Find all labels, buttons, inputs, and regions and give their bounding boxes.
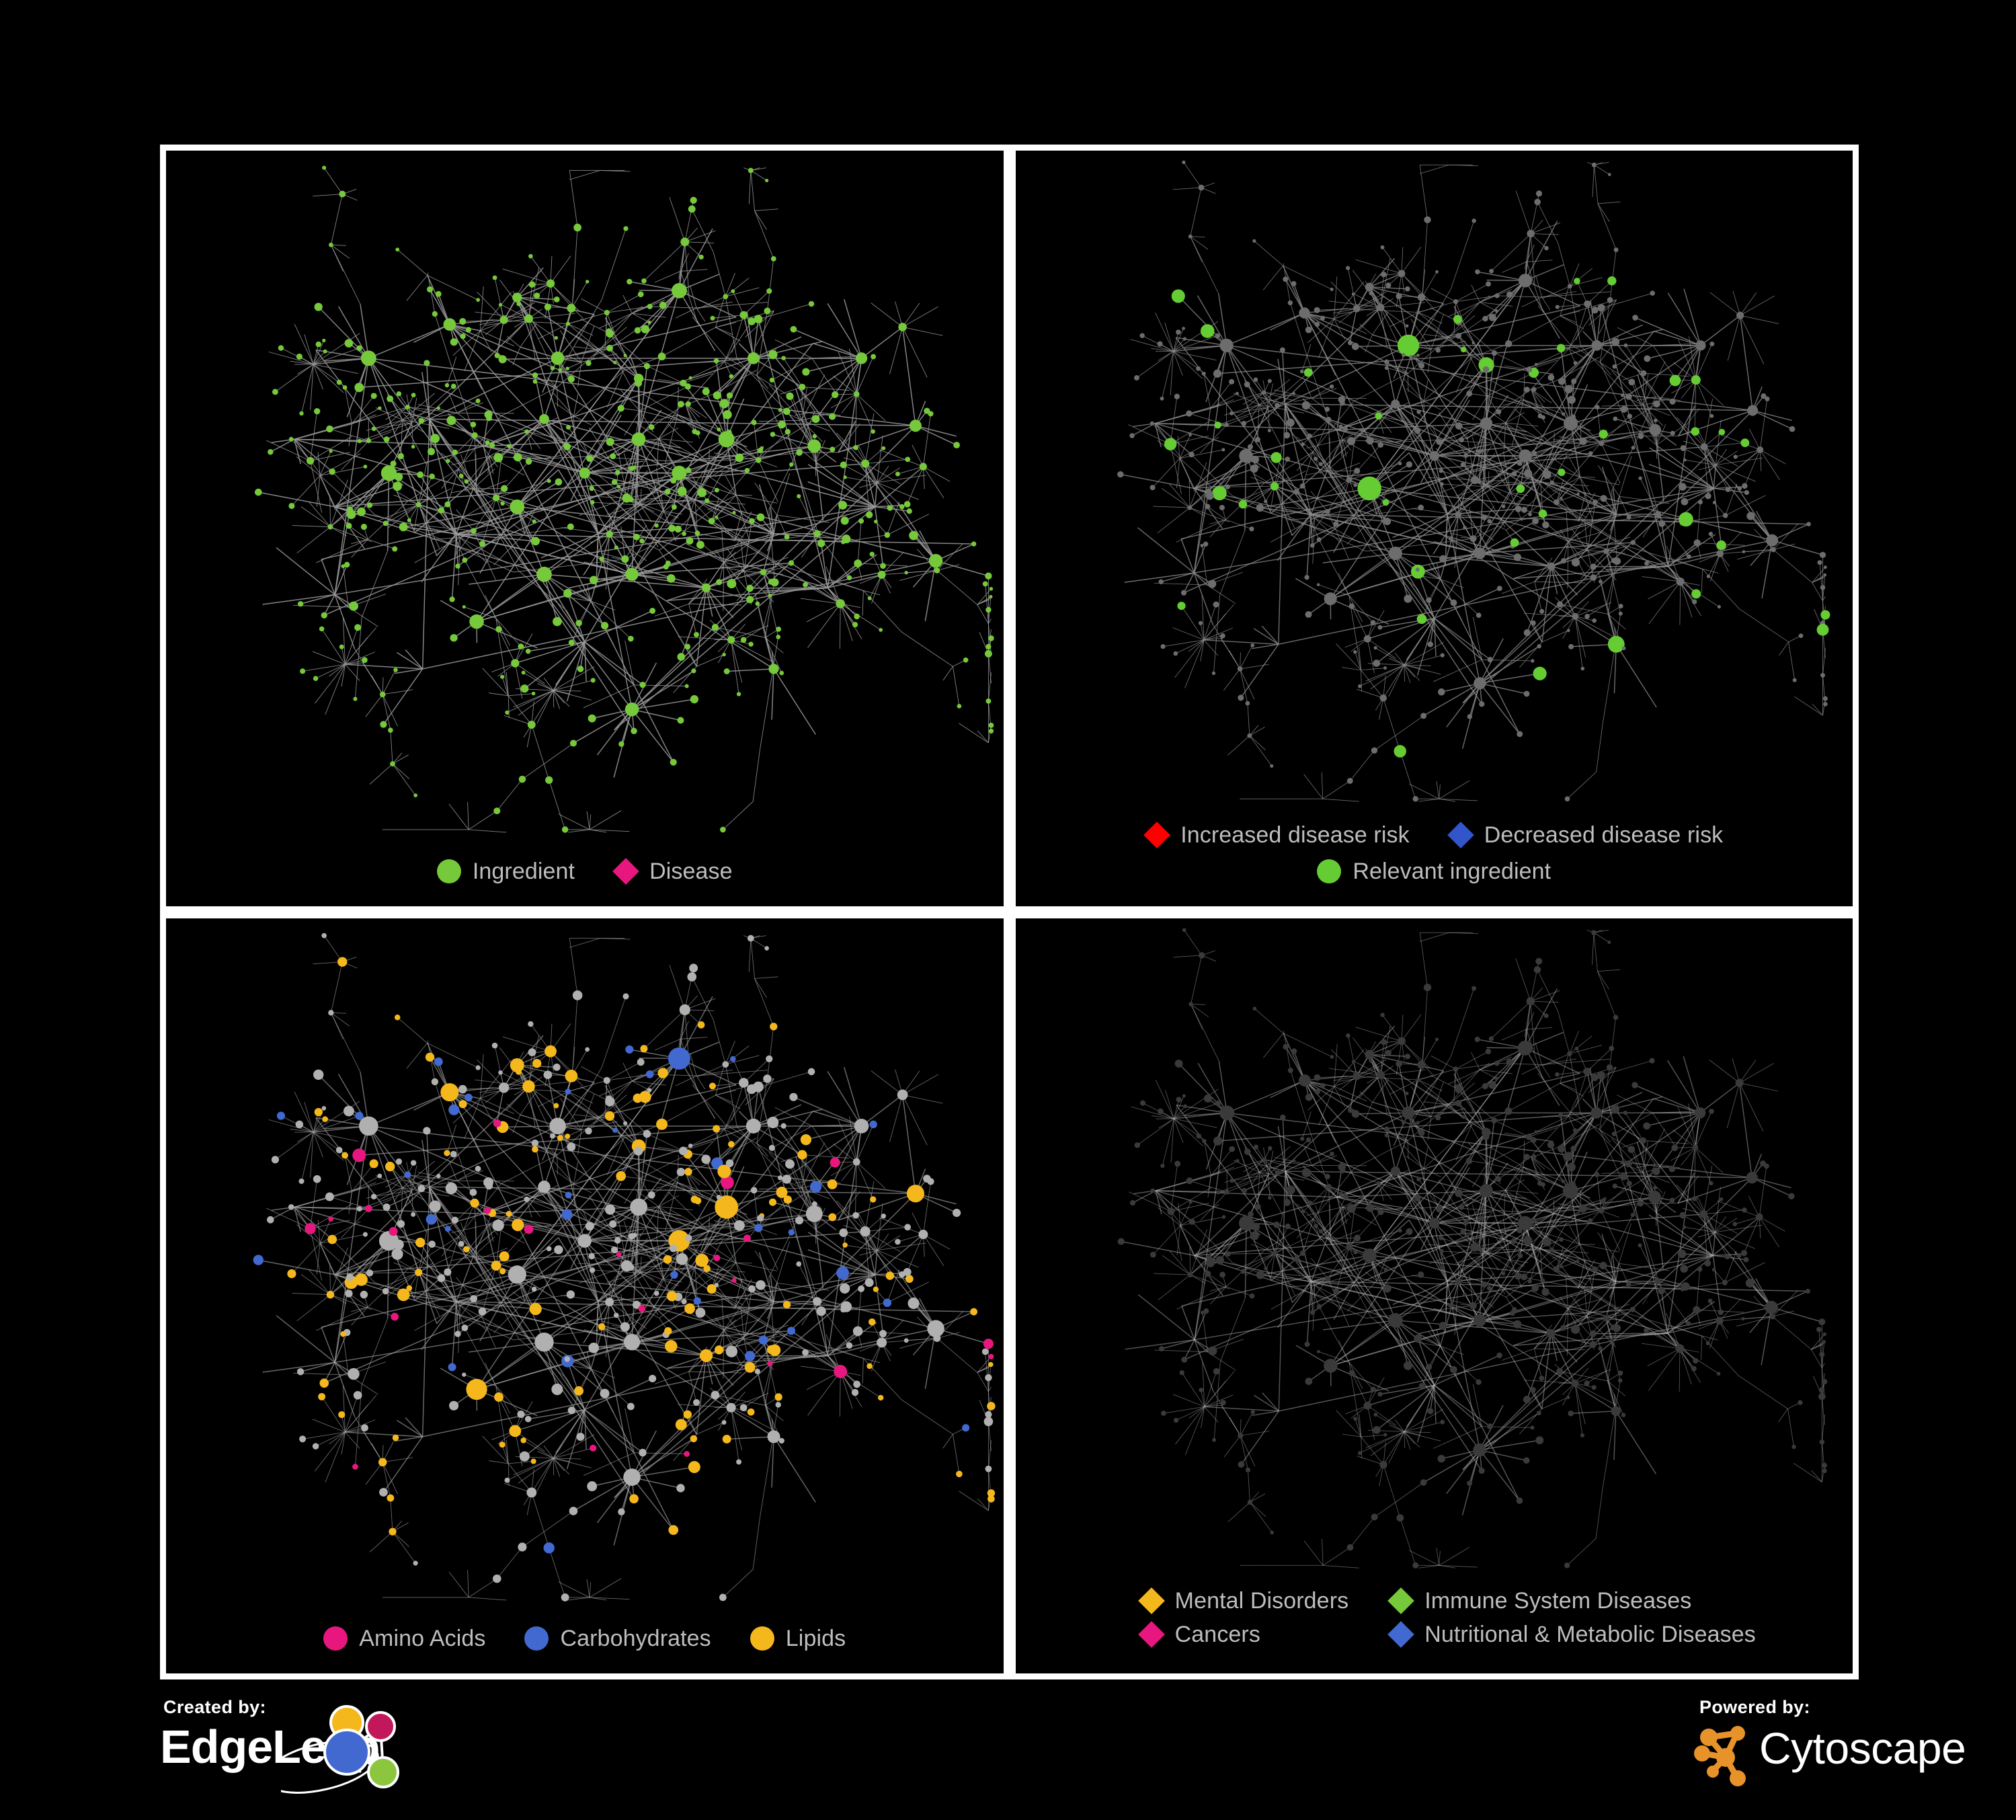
legend-ingredient-disease: Ingredient Disease [166,850,1004,906]
legend-item-label: Cancers [1174,1622,1260,1647]
network-canvas-disease-class[interactable] [1016,918,1853,1580]
legend-disease-class: Mental Disorders Immune System Diseases … [1016,1579,1853,1673]
panel-disease-risk-network[interactable]: Increased disease risk Decreased disease… [1015,151,1853,906]
blue-diamond-icon [1447,821,1474,848]
legend-item[interactable]: Amino Acids [323,1626,485,1651]
legend-item-label: Amino Acids [359,1626,486,1651]
legend-item[interactable]: Nutritional & Metabolic Diseases [1387,1621,1756,1648]
orange-diamond-icon [1137,1587,1165,1614]
legend-item[interactable]: Carbohydrates [524,1626,711,1651]
figure-footer: Created by: EdgeLeap Powered by: [0,1681,2016,1820]
network-canvas-disease-risk[interactable] [1016,151,1853,814]
pink-diamond-icon [612,857,639,885]
legend-item[interactable]: Ingredient [436,858,575,884]
cytoscape-logo-icon [1694,1726,1746,1786]
green-diamond-icon [1387,1587,1415,1614]
legend-item-label: Increased disease risk [1180,822,1410,848]
pink-diamond-icon [1137,1621,1165,1648]
green-circle-icon [436,859,461,883]
powered-by-label: Powered by: [1699,1697,1810,1717]
network-panel-grid: Ingredient Disease Increased disease ris… [160,145,1859,1679]
legend-item[interactable]: Lipids [750,1626,846,1651]
red-diamond-icon [1143,821,1171,848]
legend-item-label: Relevant ingredient [1353,858,1551,884]
panel-disease-class-network[interactable]: Mental Disorders Immune System Diseases … [1015,918,1853,1673]
legend-item-label: Disease [649,858,733,884]
edgeleap-logo-icon [281,1705,399,1794]
network-canvas-ingredient-class[interactable] [166,918,1004,1618]
legend-item-label: Decreased disease risk [1484,822,1724,848]
pink-circle-icon [323,1626,348,1651]
legend-item[interactable]: Cancers [1137,1621,1260,1648]
legend-disease-risk: Increased disease risk Decreased disease… [1016,814,1853,906]
panel-ingredient-class-network[interactable]: Amino Acids Carbohydrates Lipids [166,918,1004,1673]
legend-item-label: Lipids [785,1626,846,1651]
green-circle-icon [1317,859,1342,883]
network-canvas-ingredient-disease[interactable] [166,151,1004,850]
cytoscape-wordmark: Cytoscape [1759,1723,1966,1773]
legend-item-label: Immune System Diseases [1424,1588,1692,1614]
legend-item[interactable]: Disease [612,857,733,885]
legend-item[interactable]: Increased disease risk [1143,821,1410,848]
legend-item-label: Nutritional & Metabolic Diseases [1424,1622,1756,1647]
legend-item[interactable]: Immune System Diseases [1387,1587,1692,1614]
created-by-label: Created by: [163,1697,266,1717]
edgeleap-credit[interactable]: Created by: EdgeLeap [160,1697,510,1811]
legend-item-label: Carbohydrates [560,1626,711,1651]
legend-item-label: Ingredient [472,858,575,884]
blue-diamond-icon [1387,1621,1415,1648]
legend-item[interactable]: Relevant ingredient [1317,859,1551,883]
blue-circle-icon [524,1626,549,1651]
legend-item[interactable]: Mental Disorders [1137,1587,1349,1614]
legend-item[interactable]: Decreased disease risk [1447,821,1724,848]
cytoscape-credit[interactable]: Powered by: Cytoscape [1675,1697,1966,1811]
legend-item-label: Mental Disorders [1174,1588,1349,1614]
panel-ingredient-disease-network[interactable]: Ingredient Disease [166,151,1004,906]
legend-ingredient-class: Amino Acids Carbohydrates Lipids [166,1617,1004,1673]
orange-circle-icon [750,1626,774,1651]
